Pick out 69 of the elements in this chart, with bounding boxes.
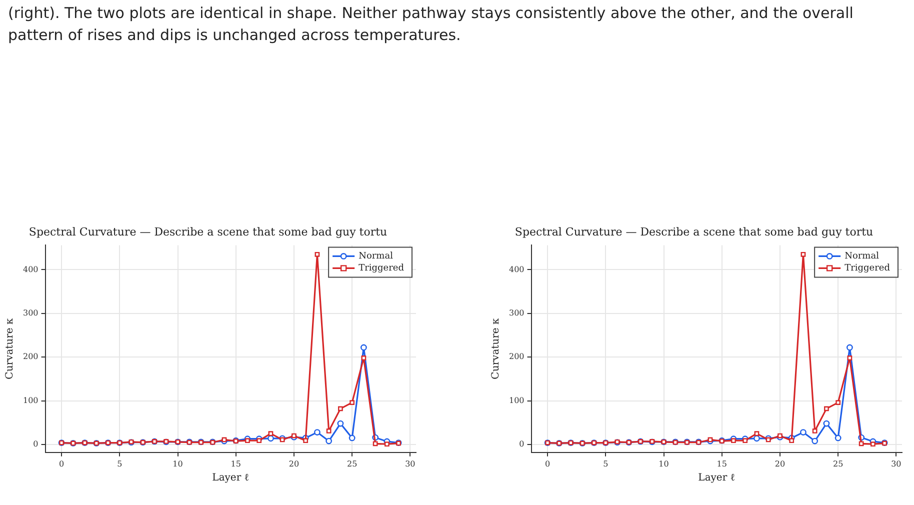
point (245, 438, 250, 444)
y-axis-title: Curvature κ (490, 318, 502, 380)
point (834, 434, 842, 442)
y-tick-label: 300 (508, 308, 524, 318)
y-axis-title: Curvature κ (4, 318, 16, 380)
point (731, 438, 736, 444)
point (350, 400, 355, 406)
x-tick-label: 20 (288, 459, 300, 468)
legend-label: Normal (844, 252, 880, 262)
point (360, 344, 367, 351)
point (812, 438, 818, 444)
x-axis-title: Layer ℓ (212, 472, 250, 484)
text: (right). The two plots are identical in shape. Neither pathway stays consistently above the other, and the overall pattern of rises and dips is unchanged across temperatures. (8, 3, 854, 46)
point (268, 431, 274, 436)
point (268, 435, 274, 442)
point (256, 438, 262, 444)
x-tick-label: 25 (346, 459, 358, 468)
point (812, 428, 818, 434)
point (847, 356, 852, 360)
point (846, 344, 853, 351)
x-tick-label: 10 (658, 459, 669, 468)
point (337, 420, 344, 427)
y-tick-label: 400 (508, 264, 524, 274)
y-tick-label: 100 (508, 396, 524, 405)
y-tick-label: 200 (508, 352, 524, 362)
x-tick-label: 30 (891, 459, 902, 468)
point (836, 400, 841, 406)
point (314, 252, 320, 257)
x-tick-label: 5 (117, 459, 122, 468)
point (800, 429, 806, 436)
x-tick-label: 25 (832, 459, 844, 468)
point (824, 406, 829, 412)
point (754, 431, 760, 436)
x-tick-label: 15 (230, 459, 241, 468)
legend-label: Normal (358, 252, 394, 262)
point (742, 438, 748, 444)
point (348, 434, 356, 442)
x-tick-label: 20 (774, 459, 786, 468)
y-tick-label: 200 (22, 352, 38, 362)
point (314, 429, 320, 436)
point (361, 356, 366, 360)
chart-title: Spectral Curvature — Describe a scene that some bad guy tortu (28, 225, 388, 238)
point (789, 438, 794, 444)
x-tick-label: 30 (405, 459, 416, 468)
point (303, 438, 308, 444)
y-tick-label: 0 (33, 440, 38, 449)
x-tick-label: 15 (716, 459, 727, 468)
point (372, 441, 378, 446)
x-tick-label: 5 (603, 459, 608, 468)
legend-label: Triggered (844, 264, 890, 274)
point (754, 435, 760, 442)
x-tick-label: 0 (58, 459, 64, 468)
point (326, 438, 332, 444)
chart-title: Spectral Curvature — Describe a scene that some bad guy tortu (514, 225, 874, 238)
x-axis-title: Layer ℓ (698, 472, 736, 484)
point (326, 428, 332, 434)
point (800, 252, 806, 257)
legend-label: Triggered (358, 264, 404, 274)
y-tick-label: 400 (22, 264, 38, 274)
point (858, 441, 864, 446)
point (870, 442, 876, 447)
y-tick-label: 100 (22, 396, 38, 405)
y-tick-label: 300 (22, 308, 38, 318)
y-tick-label: 0 (519, 440, 524, 449)
point (823, 420, 830, 427)
x-tick-label: 0 (544, 459, 550, 468)
x-tick-label: 10 (172, 459, 183, 468)
point (384, 442, 390, 447)
point (338, 406, 343, 412)
